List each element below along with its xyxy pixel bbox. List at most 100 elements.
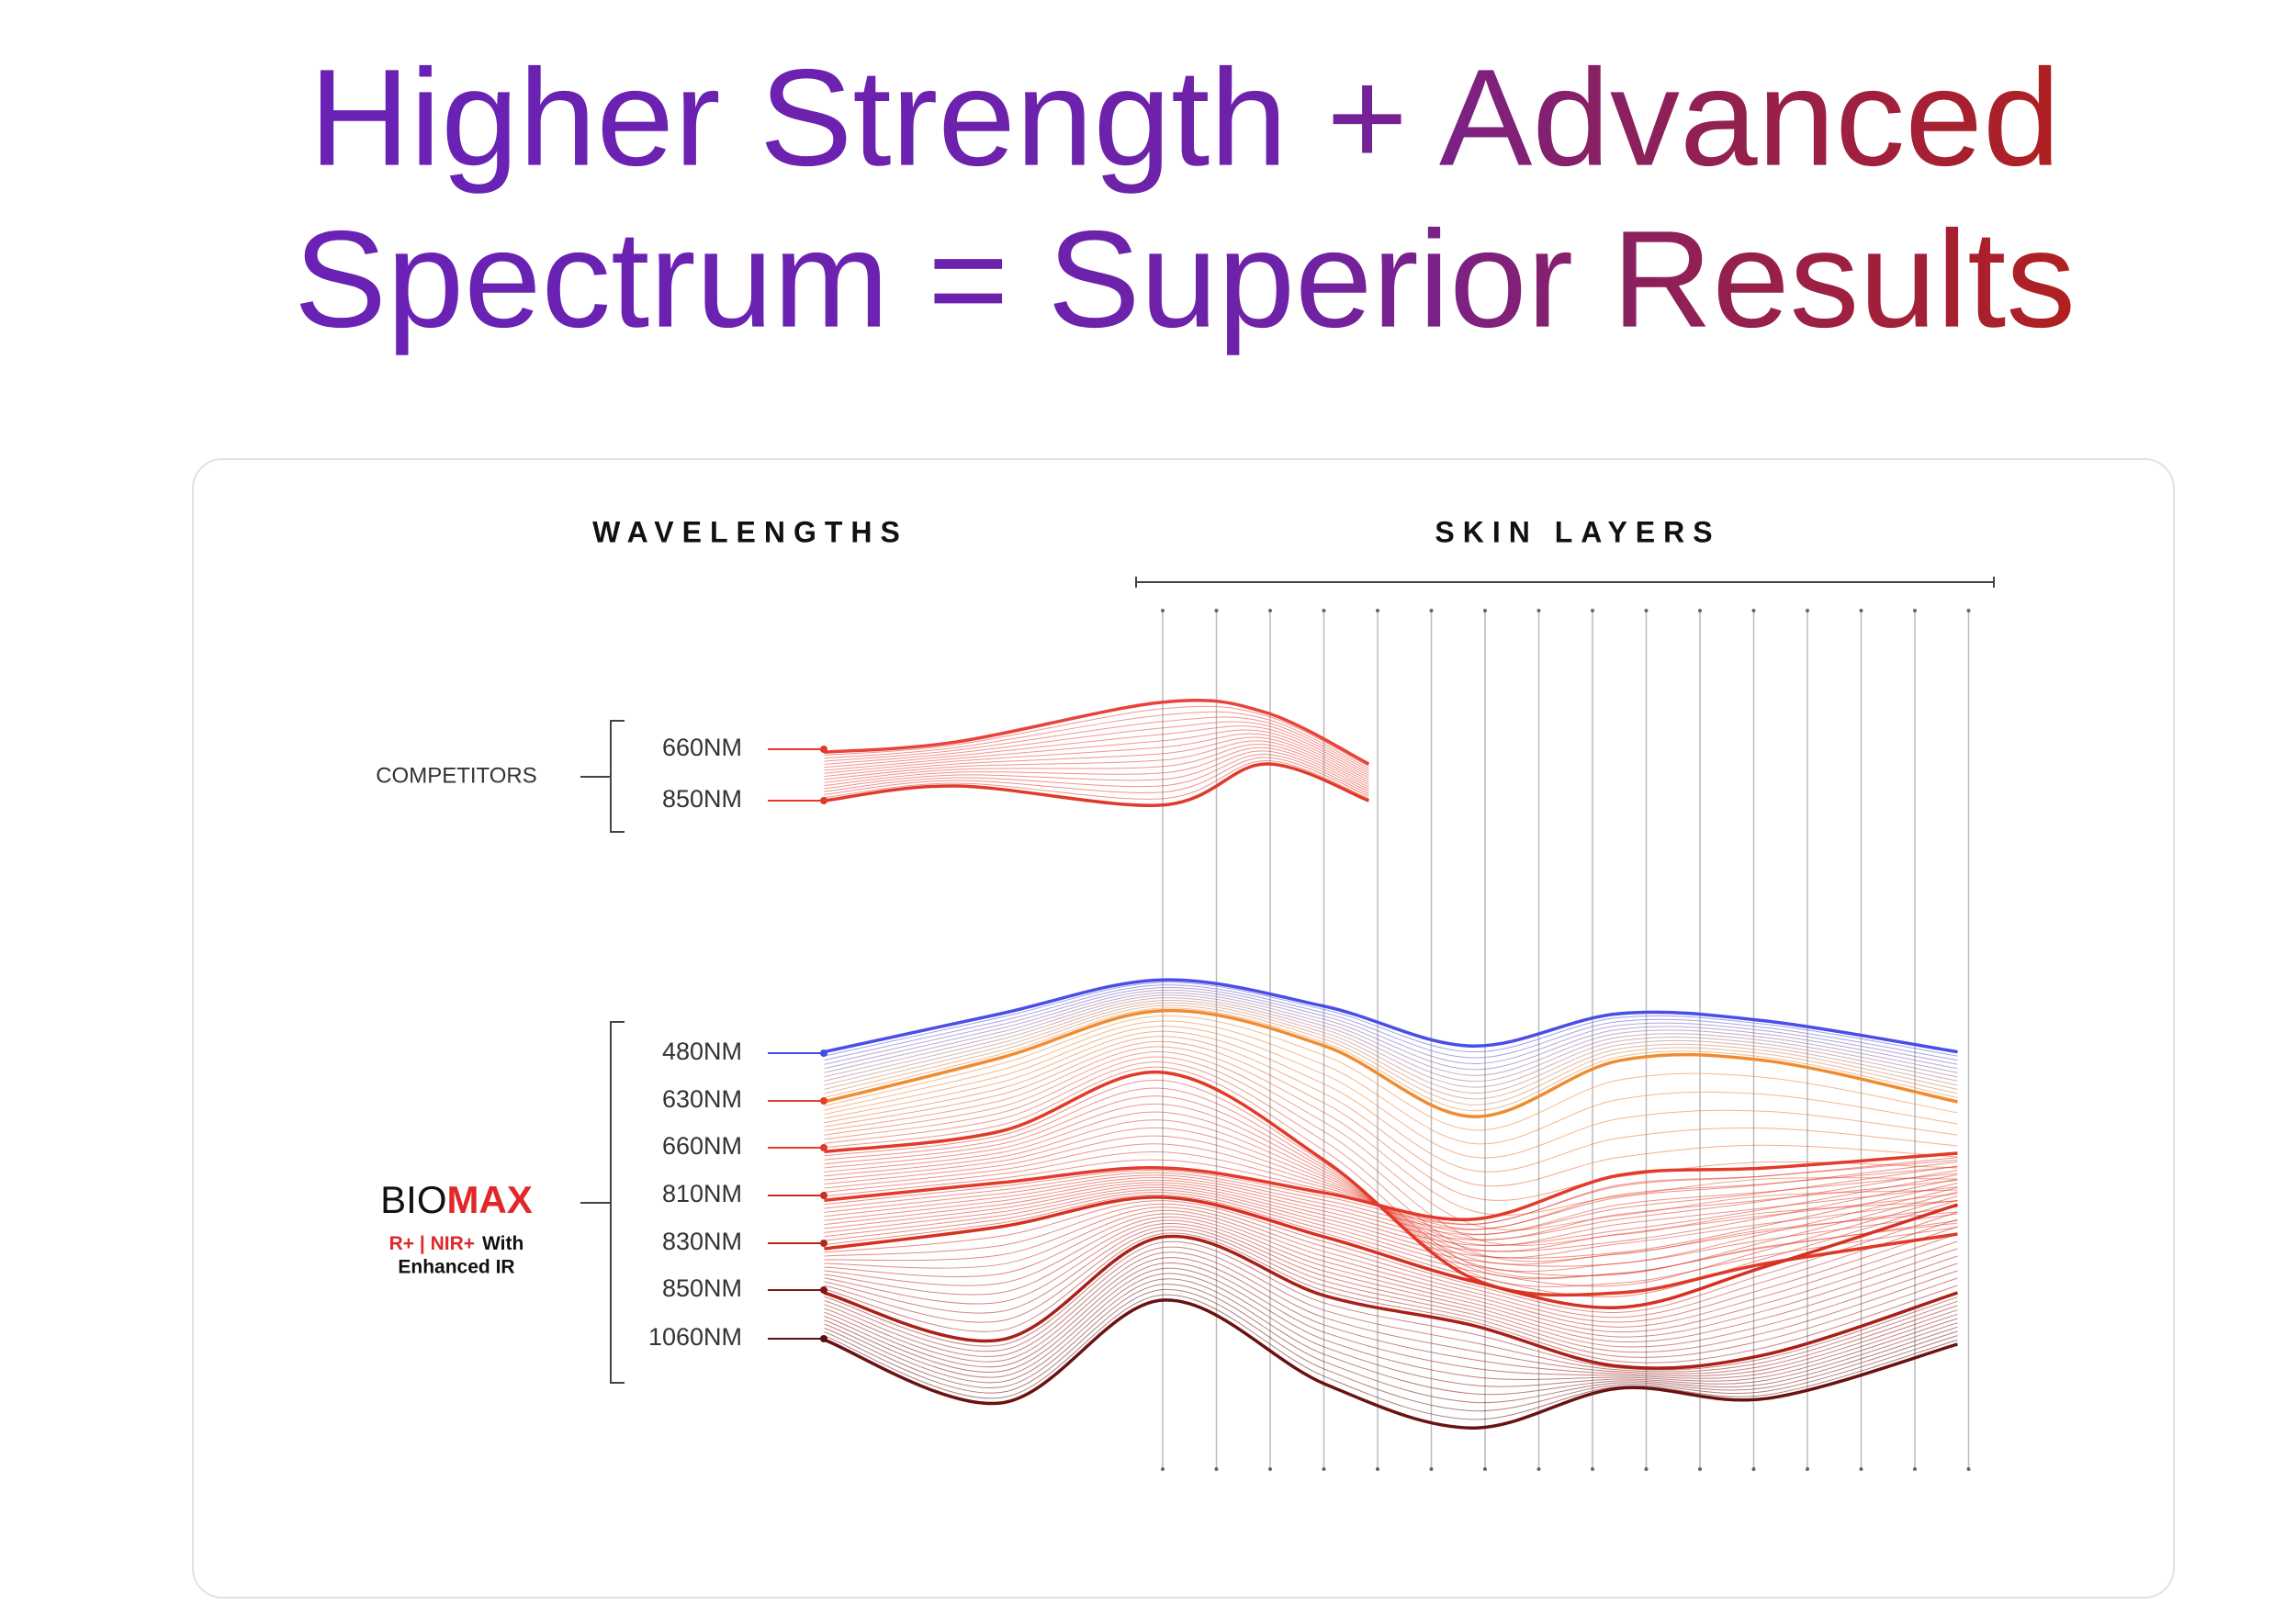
wave-thin (824, 1111, 1958, 1259)
wave-thin (824, 1119, 1958, 1252)
tick-dot (1644, 1467, 1649, 1471)
wave-thin (824, 1173, 1958, 1247)
wave-thin (824, 1178, 1958, 1252)
wave-thin (824, 711, 1369, 769)
tick-dot (1751, 1467, 1756, 1471)
wave-thin (824, 705, 1369, 767)
wave-thin (824, 1289, 1958, 1412)
tick-dot (1913, 1467, 1917, 1471)
wave-thin (824, 753, 1369, 794)
wavelength-label: 660NM (662, 1132, 742, 1160)
tick-dot (1214, 1467, 1219, 1471)
competitors-label: COMPETITORS (376, 763, 537, 788)
tick-dot (1268, 609, 1272, 612)
wave-thin (824, 1183, 1958, 1259)
wave-thin (824, 1015, 1958, 1131)
tick-dot (1806, 1467, 1809, 1471)
wave-thin (824, 729, 1369, 779)
wave-main (824, 978, 1958, 1054)
tick-dot (1268, 1467, 1272, 1471)
wave-main (824, 698, 1370, 766)
wave-main (824, 1151, 1958, 1222)
wave-thin (824, 982, 1958, 1057)
tick-dot (1966, 609, 1971, 612)
bracket (580, 720, 625, 833)
wave-thin (824, 1103, 1958, 1265)
wave-main (824, 1008, 1958, 1118)
tick-dot (1483, 1467, 1487, 1471)
wave-thin (824, 1257, 1958, 1377)
wave-thin (824, 1020, 1958, 1145)
tick-dot (1483, 609, 1487, 612)
bracket (580, 1021, 625, 1384)
wave-main (824, 1234, 1958, 1370)
dot (820, 1240, 827, 1247)
wavelength-labels: 660NM 850NM 480NM 630NM 660NM 810NM 830NM 850NM… (648, 734, 827, 1351)
wave-thin (824, 1226, 1958, 1353)
wave-main (824, 1195, 1958, 1309)
wave-thin (824, 1046, 1958, 1216)
tick-dot (1536, 609, 1541, 612)
wave-thin (824, 1219, 1958, 1343)
wave-thin (824, 1251, 1958, 1375)
wave-thin (824, 736, 1369, 783)
dot (820, 1097, 827, 1105)
wave-thin (824, 1217, 1958, 1338)
brand-prefix: BIO (380, 1178, 446, 1221)
wave-thin (824, 1150, 1958, 1230)
title-line: Higher Strength + Advanced (310, 40, 2061, 195)
tick-dot (1751, 609, 1756, 612)
tick-dot (1429, 609, 1434, 612)
wave-thin (824, 1246, 1958, 1373)
wave-thin (824, 987, 1958, 1065)
wave-thin (824, 1040, 1958, 1201)
dot (820, 746, 827, 753)
wave-thin (824, 1157, 1958, 1226)
dot (820, 1192, 827, 1199)
wave-thin (824, 1284, 1958, 1404)
skin-layers-heading: SKIN LAYERS (1435, 515, 1720, 548)
wavelength-label: 830NM (662, 1228, 742, 1255)
tick-dot (1161, 1467, 1165, 1471)
wavelength-label: 480NM (662, 1038, 742, 1065)
panel (192, 458, 2175, 1599)
wave-thin (824, 1030, 1958, 1173)
wave-thin (824, 721, 1369, 774)
wave-thin (824, 1262, 1958, 1379)
title-line: Spectrum = Superior Results (294, 202, 2076, 356)
wave-thin (824, 716, 1369, 771)
tagline: Enhanced IR (398, 1257, 514, 1278)
wave-thin (824, 1000, 1958, 1094)
wave-thin (824, 1213, 1958, 1333)
wave-thin (824, 725, 1369, 776)
wave-thin (824, 1143, 1958, 1235)
tick-dot (1913, 609, 1917, 612)
wave-thin (824, 1278, 1958, 1396)
wave-thin (824, 1229, 1958, 1358)
wave-thin (824, 1061, 1958, 1262)
wave-thin (824, 1203, 1958, 1319)
dot (820, 1335, 827, 1342)
tick-dot (1536, 1467, 1541, 1471)
wavelength-label: 850NM (662, 1274, 742, 1302)
wave-thin (824, 759, 1369, 800)
wave-thin (824, 1051, 1958, 1231)
brand: BIOMAX (380, 1178, 533, 1221)
wave-thin (824, 1206, 1958, 1323)
wave-thin (824, 1200, 1958, 1313)
waves (823, 698, 1958, 1430)
tick-dot (1698, 609, 1702, 612)
wave-thin (824, 1194, 1958, 1297)
wave-thin (824, 1209, 1958, 1328)
wave-thin (824, 984, 1958, 1061)
tick-dot (1376, 609, 1379, 612)
tick-dot (1806, 609, 1809, 612)
wavelength-label: 850NM (662, 785, 742, 813)
wave-thin (824, 757, 1369, 797)
wave-thin (824, 1066, 1958, 1279)
wave-thin (824, 994, 1958, 1083)
tick-dot (1161, 609, 1165, 612)
wavelengths-heading: WAVELENGTHS (592, 515, 908, 548)
wave-thin (824, 1170, 1958, 1241)
